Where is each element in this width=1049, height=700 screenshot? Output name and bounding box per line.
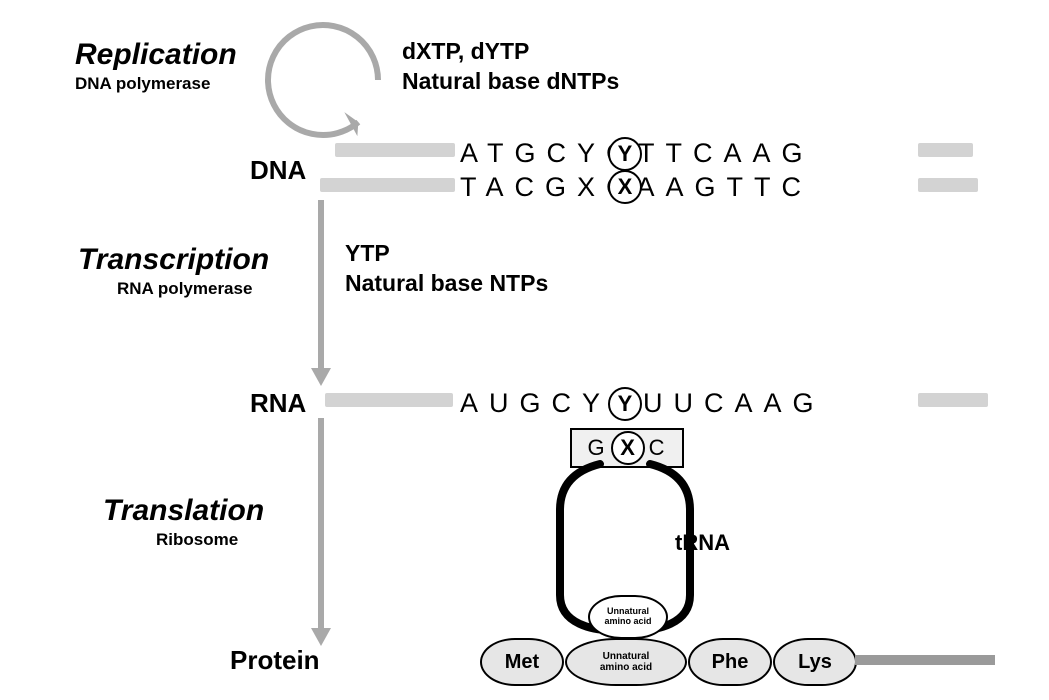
transcription-sub: RNA polymerase: [117, 279, 252, 299]
transcription-note-2: Natural base NTPs: [345, 270, 548, 297]
anticodon-right: C: [649, 435, 667, 461]
anticodon-left: G: [587, 435, 606, 461]
amino-acid-3: Lys: [773, 638, 857, 686]
rna-seq: AUGCYGUUCAAG: [460, 388, 825, 419]
dna-strand-top-right: [918, 143, 973, 157]
translation-title: Translation: [103, 494, 264, 528]
protein-label: Protein: [230, 645, 320, 676]
dna-y-bubble: Y: [608, 137, 642, 171]
arrow-translation: [318, 418, 324, 630]
anticodon-x-bubble: X: [611, 431, 645, 465]
dna-x-bubble: X: [608, 170, 642, 204]
replication-sub: DNA polymerase: [75, 74, 210, 94]
dna-strand-bot-left: [320, 178, 455, 192]
translation-sub: Ribosome: [156, 530, 238, 550]
amino-acid-2: Phe: [688, 638, 772, 686]
dna-label: DNA: [250, 155, 306, 186]
arrow-transcription: [318, 200, 324, 370]
trna-icon: [0, 0, 1049, 700]
transcription-title: Transcription: [78, 243, 269, 277]
rna-strand-right: [918, 393, 988, 407]
replication-note-1: dXTP, dYTP: [402, 38, 529, 65]
dna-strand-top-left: [335, 143, 455, 157]
trna-label: tRNA: [675, 530, 730, 556]
arrow-translation-head: [311, 628, 331, 646]
anticodon-box: G X C: [570, 428, 684, 468]
rna-label: RNA: [250, 388, 306, 419]
replication-note-2: Natural base dNTPs: [402, 68, 619, 95]
arrow-transcription-head: [311, 368, 331, 386]
replication-title: Replication: [75, 38, 237, 72]
chain-bar: [855, 655, 995, 665]
replication-arc-icon: [0, 0, 1049, 700]
rna-y-bubble: Y: [608, 387, 642, 421]
amino-acid-0: Met: [480, 638, 564, 686]
dna-strand-bot-right: [918, 178, 978, 192]
transcription-note-1: YTP: [345, 240, 390, 267]
trna-amino-acid: Unnatural amino acid: [588, 595, 668, 639]
rna-strand-left: [325, 393, 453, 407]
amino-acid-1: Unnatural amino acid: [565, 638, 687, 686]
